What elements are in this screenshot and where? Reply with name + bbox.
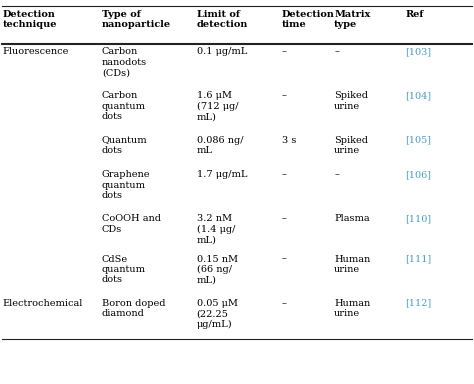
Text: [112]: [112] (405, 299, 431, 308)
Text: Detection
technique: Detection technique (2, 10, 57, 29)
Text: Limit of
detection: Limit of detection (197, 10, 248, 29)
Text: –: – (282, 47, 287, 56)
Text: –: – (282, 299, 287, 308)
Text: Detection
time: Detection time (282, 10, 335, 29)
Text: Human
urine: Human urine (334, 299, 370, 318)
Text: Spiked
urine: Spiked urine (334, 91, 368, 111)
Text: –: – (282, 214, 287, 223)
Text: Type of
nanoparticle: Type of nanoparticle (102, 10, 171, 29)
Text: Human
urine: Human urine (334, 255, 370, 274)
Text: –: – (334, 170, 339, 179)
Text: Fluorescence: Fluorescence (2, 47, 69, 56)
Text: Plasma: Plasma (334, 214, 370, 223)
Text: [110]: [110] (405, 214, 431, 223)
Text: Boron doped
diamond: Boron doped diamond (102, 299, 165, 318)
Text: 0.15 nM
(66 ng/
mL): 0.15 nM (66 ng/ mL) (197, 255, 238, 285)
Text: Matrix
type: Matrix type (334, 10, 371, 29)
Text: Quantum
dots: Quantum dots (102, 136, 147, 155)
Text: 1.6 μM
(712 μg/
mL): 1.6 μM (712 μg/ mL) (197, 91, 238, 121)
Text: Electrochemical: Electrochemical (2, 299, 83, 308)
Text: Ref: Ref (405, 10, 424, 18)
Text: 1.7 μg/mL: 1.7 μg/mL (197, 170, 247, 179)
Text: –: – (282, 91, 287, 100)
Text: [111]: [111] (405, 255, 431, 263)
Text: CdSe
quantum
dots: CdSe quantum dots (102, 255, 146, 285)
Text: 0.05 μM
(22.25
μg/mL): 0.05 μM (22.25 μg/mL) (197, 299, 237, 329)
Text: [103]: [103] (405, 47, 431, 56)
Text: [104]: [104] (405, 91, 431, 100)
Text: 0.1 μg/mL: 0.1 μg/mL (197, 47, 247, 56)
Text: Spiked
urine: Spiked urine (334, 136, 368, 155)
Text: 3 s: 3 s (282, 136, 296, 144)
Text: [105]: [105] (405, 136, 431, 144)
Text: –: – (334, 47, 339, 56)
Text: 3.2 nM
(1.4 μg/
mL): 3.2 nM (1.4 μg/ mL) (197, 214, 235, 244)
Text: [106]: [106] (405, 170, 431, 179)
Text: Carbon
nanodots
(CDs): Carbon nanodots (CDs) (102, 47, 147, 77)
Text: Carbon
quantum
dots: Carbon quantum dots (102, 91, 146, 121)
Text: Graphene
quantum
dots: Graphene quantum dots (102, 170, 150, 200)
Text: CoOOH and
CDs: CoOOH and CDs (102, 214, 161, 234)
Text: 0.086 ng/
mL: 0.086 ng/ mL (197, 136, 243, 155)
Text: –: – (282, 170, 287, 179)
Text: –: – (282, 255, 287, 263)
